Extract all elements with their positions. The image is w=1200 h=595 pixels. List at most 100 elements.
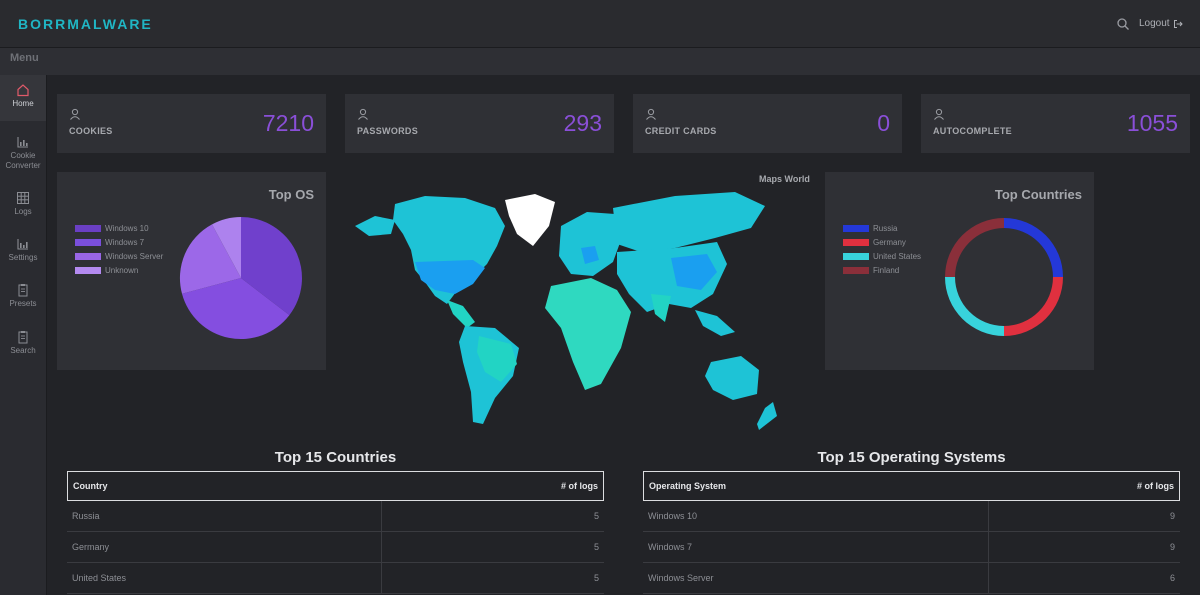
table-cell-os: Windows 10 [643,501,989,531]
table-cell-count: 5 [593,542,599,552]
top-os-pie-chart [179,217,302,340]
donut-segment-finland[interactable] [945,218,1004,277]
legend-item[interactable]: Windows 10 [75,221,163,235]
sidebar-item-presets[interactable]: Presets [0,275,46,321]
top-countries-legend: Russia Germany United States Finland [843,221,921,277]
table-row[interactable]: Germany 5 [67,532,604,563]
logout-icon [1173,19,1183,28]
sidebar-item-logs[interactable]: Logs [0,183,46,229]
table-cell-country: Germany [67,532,382,562]
map-region-russia[interactable] [613,192,765,252]
donut-segment-germany[interactable] [1004,277,1063,336]
home-icon [17,84,29,97]
sidebar-item-cookie-converter[interactable]: Cookie Converter [0,127,46,173]
sidebar-item-label: Presets [9,299,37,308]
map-region-germany[interactable] [581,246,599,264]
countries-table-heading: Top 15 Countries [274,449,397,466]
legend-swatch [843,238,869,246]
legend-label: United States [873,251,922,261]
table-cell-count: 9 [1169,542,1175,552]
sidebar-item-home[interactable]: Home [0,75,46,121]
donut-segment-united-states[interactable] [945,277,1004,336]
column-header-country[interactable]: Country [73,481,108,491]
map-region-europe[interactable] [559,212,621,276]
os-table-heading: Top 15 Operating Systems [817,449,1006,466]
legend-label: Windows 10 [105,223,149,233]
legend-item[interactable]: Unknown [75,263,163,277]
legend-swatch [843,266,869,274]
table-row[interactable]: Windows Server 6 [643,563,1180,594]
legend-swatch [75,252,101,260]
logout-label: Logout [1139,18,1170,29]
pie-slice-windows-7[interactable] [182,278,290,340]
top-bar: BORRMALWARE Logout [0,0,1200,48]
map-region-africa[interactable] [545,278,631,390]
column-header-logs[interactable]: # of logs [560,481,598,491]
top-countries-donut-chart [945,218,1063,336]
top-os-legend: Windows 10 Windows 7 Windows Server Unkn… [75,221,163,277]
legend-item[interactable]: Windows 7 [75,235,163,249]
stat-label: COOKIES [69,126,113,136]
map-region-china[interactable] [671,254,717,290]
search-icon[interactable] [1116,17,1130,31]
pie-slice-windows-10[interactable] [241,217,302,316]
panel-title: Top Countries [994,187,1082,202]
map-region-greenland[interactable] [505,194,555,246]
brand-logo[interactable]: BORRMALWARE [18,16,153,32]
table-cell-os: Windows 7 [643,532,989,562]
column-header-operating-system[interactable]: Operating System [649,481,727,491]
user-icon [70,108,80,120]
logout-button[interactable]: Logout [1139,18,1183,29]
table-cell-os: Windows Server [643,563,989,593]
legend-label: Germany [873,237,906,247]
stat-label: PASSWORDS [357,126,419,136]
table-row[interactable]: United States 5 [67,563,604,594]
legend-swatch [843,252,869,260]
legend-swatch [75,266,101,274]
map-region-india[interactable] [651,294,671,322]
pie-slice-unknown[interactable] [212,217,241,278]
table-row[interactable]: Windows 10 9 [643,501,1180,532]
legend-item[interactable]: United States [843,249,921,263]
table-cell-count: 6 [1169,573,1175,583]
map-region-alaska[interactable] [355,216,395,236]
table-row[interactable]: Windows 7 9 [643,532,1180,563]
legend-item[interactable]: Russia [843,221,921,235]
map-region-southeast-asia[interactable] [695,310,735,336]
legend-item[interactable]: Finland [843,263,921,277]
sidebar-item-settings[interactable]: Settings [0,229,46,275]
pie-slice-windows-server[interactable] [179,224,241,294]
user-icon [358,108,368,120]
stat-label: CREDIT CARDS [645,126,717,136]
map-region-usa[interactable] [415,260,485,294]
stat-value: 7210 [262,110,314,136]
legend-swatch [75,238,101,246]
stat-card-cookies: COOKIES 7210 [57,94,326,153]
table-header: Operating System # of logs [643,471,1180,501]
stat-card-passwords: PASSWORDS 293 [345,94,614,153]
legend-label: Russia [873,223,898,233]
sidebar: Home Cookie Converter Logs Settings [0,75,47,595]
countries-table: Country # of logs Russia 5 Germany 5 Uni… [67,471,604,594]
stat-label: AUTOCOMPLETE [933,126,1012,136]
sidebar-item-label: Logs [14,207,32,216]
map-region-australia[interactable] [705,356,759,400]
map-region-new-zealand[interactable] [757,402,777,430]
stat-value: 0 [877,110,890,136]
map-region-central-america[interactable] [447,300,475,328]
legend-label: Unknown [105,265,139,275]
table-cell-country: United States [67,563,382,593]
donut-segment-russia[interactable] [1004,218,1063,277]
table-row[interactable]: Russia 5 [67,501,604,532]
os-table: Operating System # of logs Windows 10 9 … [643,471,1180,594]
legend-label: Finland [873,265,900,275]
menu-label: Menu [10,52,39,64]
sidebar-item-search[interactable]: Search [0,322,46,368]
legend-item[interactable]: Germany [843,235,921,249]
sidebar-item-label: Settings [8,253,38,262]
legend-item[interactable]: Windows Server [75,249,163,263]
column-header-logs[interactable]: # of logs [1136,481,1174,491]
table-cell-count: 5 [593,511,599,521]
clipboard-icon [18,331,28,344]
map-region-brazil[interactable] [477,336,517,382]
